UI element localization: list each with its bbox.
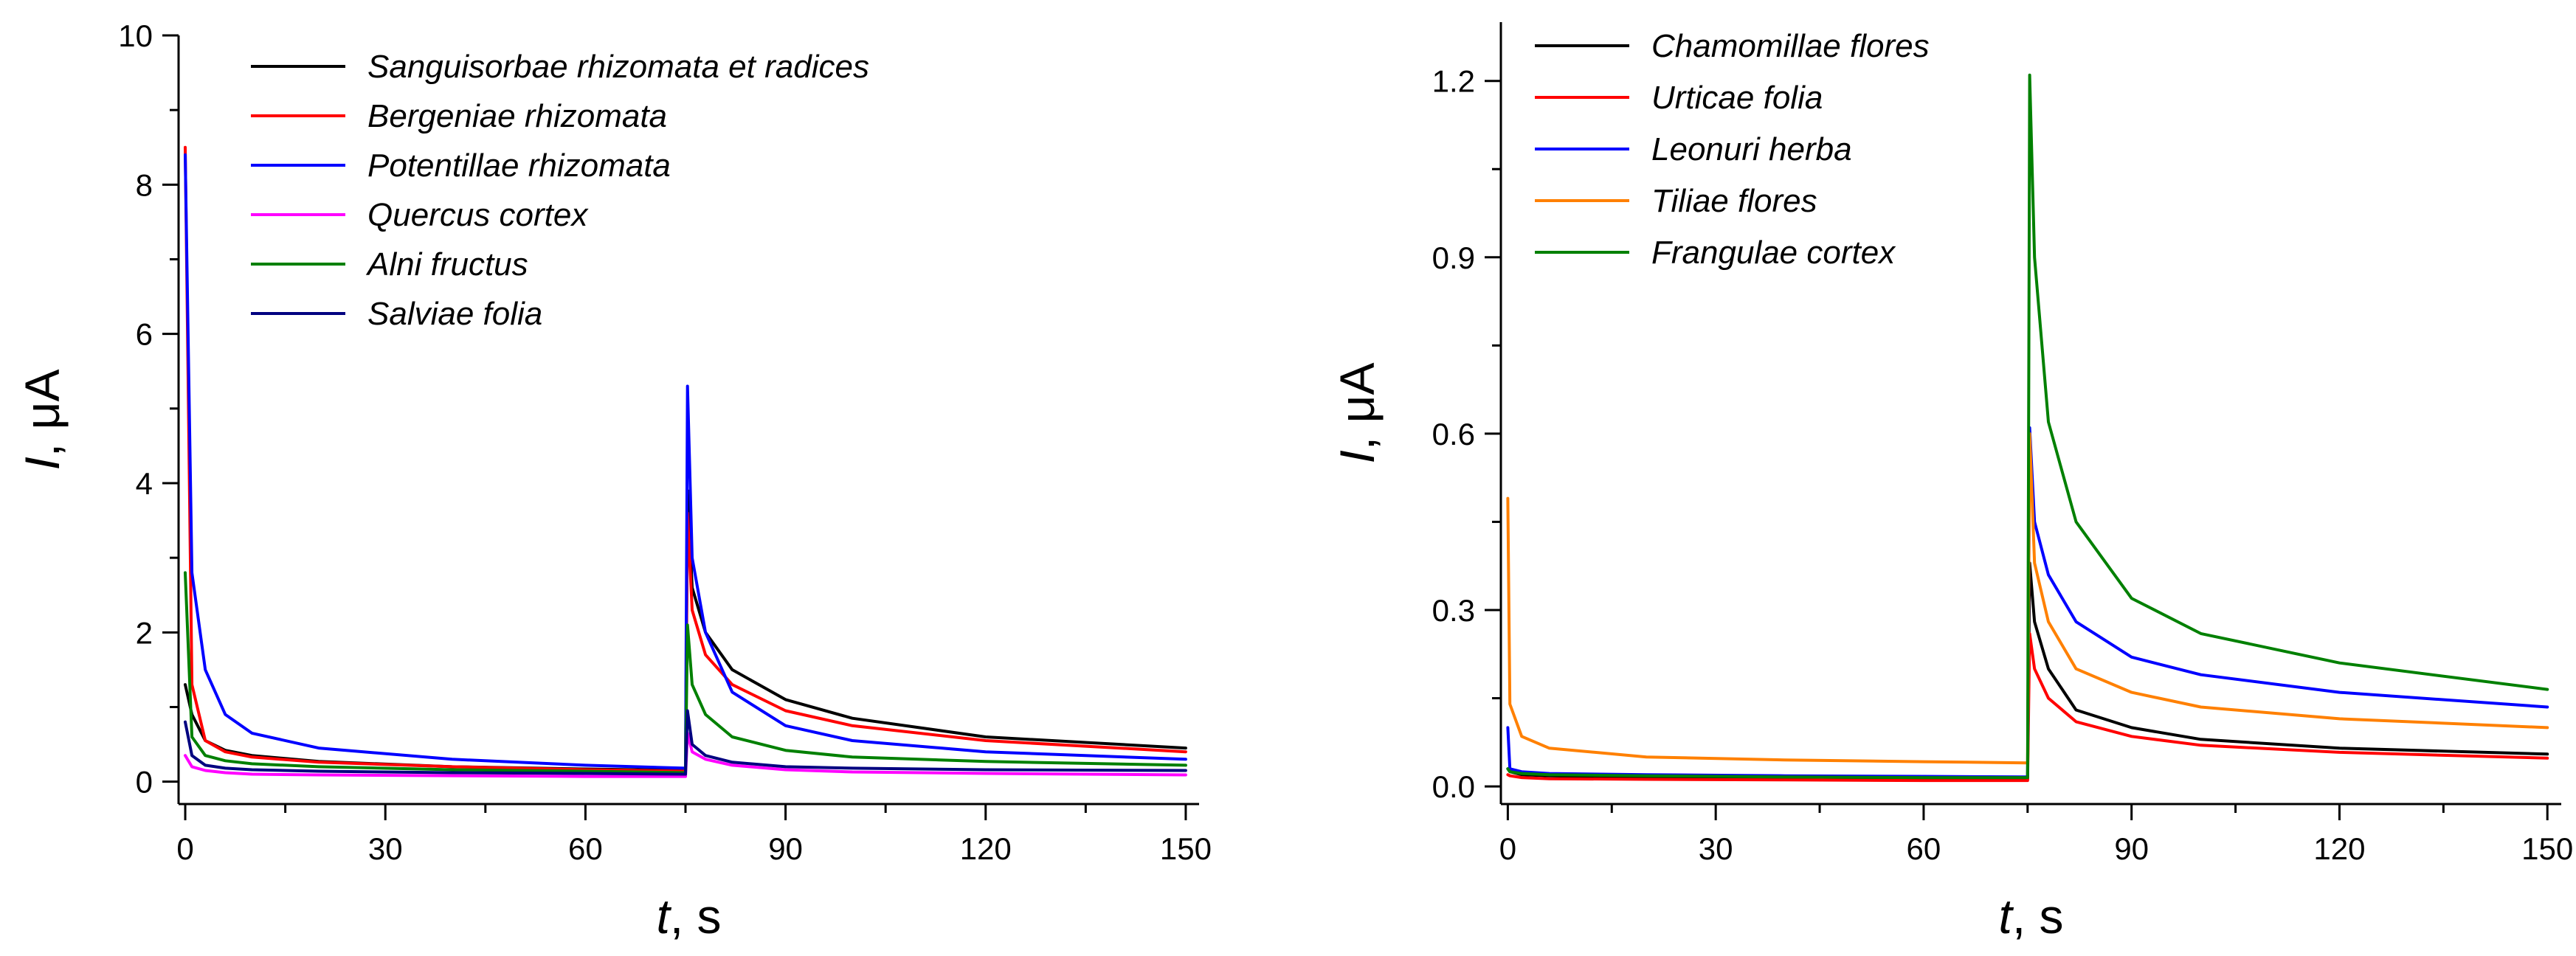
right-chart-panel: 0 30 60 90 120 150 0.0 0.3 0.6 0.9 1.2 t, s I, μA Cha… (1330, 22, 2573, 943)
x-tick-label-1: 30 (1699, 831, 1733, 866)
y-axis-title: I, μA (1330, 362, 1384, 463)
x-axis-title: t, s (656, 889, 721, 943)
y-axis-title-var: I (15, 457, 69, 470)
y-axis-title-var: I (1330, 450, 1384, 463)
y-axis-title: I, μA (15, 369, 69, 470)
x-axis-title-unit: , s (670, 889, 722, 943)
y-tick-label-2: 4 (136, 466, 153, 501)
legend-label-0: Chamomillae flores (1651, 28, 1930, 64)
y-tick-label-4: 8 (136, 167, 153, 202)
y-tick-label-3: 0.9 (1432, 240, 1475, 275)
left-chart-panel: 0 30 60 90 120 150 0 2 4 6 8 10 t, s I, μA Sanguisorba… (15, 18, 1212, 943)
x-tick-label-3: 90 (2114, 831, 2149, 866)
legend-label-4: Alni fructus (365, 246, 528, 283)
x-tick-label-4: 120 (2313, 831, 2365, 866)
legend-label-1: Urticae folia (1651, 80, 1823, 116)
x-axis-title-var: t (1998, 889, 2014, 943)
x-tick-label-5: 150 (2521, 831, 2573, 866)
legend-label-2: Potentillae rhizomata (367, 148, 671, 184)
x-axis-title-unit: , s (2012, 889, 2064, 943)
legend-label-5: Salviae folia (367, 296, 542, 332)
legend-label-4: Frangulae cortex (1651, 235, 1896, 271)
legend-label-3: Tiliae flores (1651, 183, 1817, 219)
y-tick-label-4: 1.2 (1432, 64, 1475, 99)
legend-label-3: Quercus cortex (367, 197, 589, 233)
x-tick-label-0: 0 (1499, 831, 1516, 866)
x-tick-label-5: 150 (1160, 831, 1212, 866)
x-tick-label-3: 90 (768, 831, 803, 866)
y-tick-label-2: 0.6 (1432, 417, 1475, 451)
legend-label-1: Bergeniae rhizomata (367, 98, 667, 134)
y-axis-title-unit: , μA (15, 369, 69, 457)
series-line-5 (184, 709, 1187, 776)
x-axis-title-var: t (656, 889, 671, 943)
legend-label-2: Leonuri herba (1651, 131, 1852, 167)
y-tick-label-3: 6 (136, 317, 153, 352)
x-axis-title: t, s (1998, 889, 2063, 943)
series-line-4 (1506, 73, 2549, 780)
y-tick-label-1: 0.3 (1432, 593, 1475, 628)
series-line-3 (184, 731, 1187, 778)
x-tick-label-2: 60 (1907, 831, 1941, 866)
legend-label-0: Sanguisorbae rhizomata et radices (367, 49, 869, 85)
x-tick-label-2: 60 (568, 831, 603, 866)
x-tick-label-1: 30 (368, 831, 403, 866)
y-tick-label-0: 0.0 (1432, 769, 1475, 804)
y-tick-label-5: 10 (118, 18, 153, 53)
x-tick-label-4: 120 (960, 831, 1012, 866)
x-tick-label-0: 0 (176, 831, 193, 866)
y-tick-label-1: 2 (136, 615, 153, 650)
y-tick-label-0: 0 (136, 765, 153, 800)
y-axis-title-unit: , μA (1330, 362, 1384, 450)
